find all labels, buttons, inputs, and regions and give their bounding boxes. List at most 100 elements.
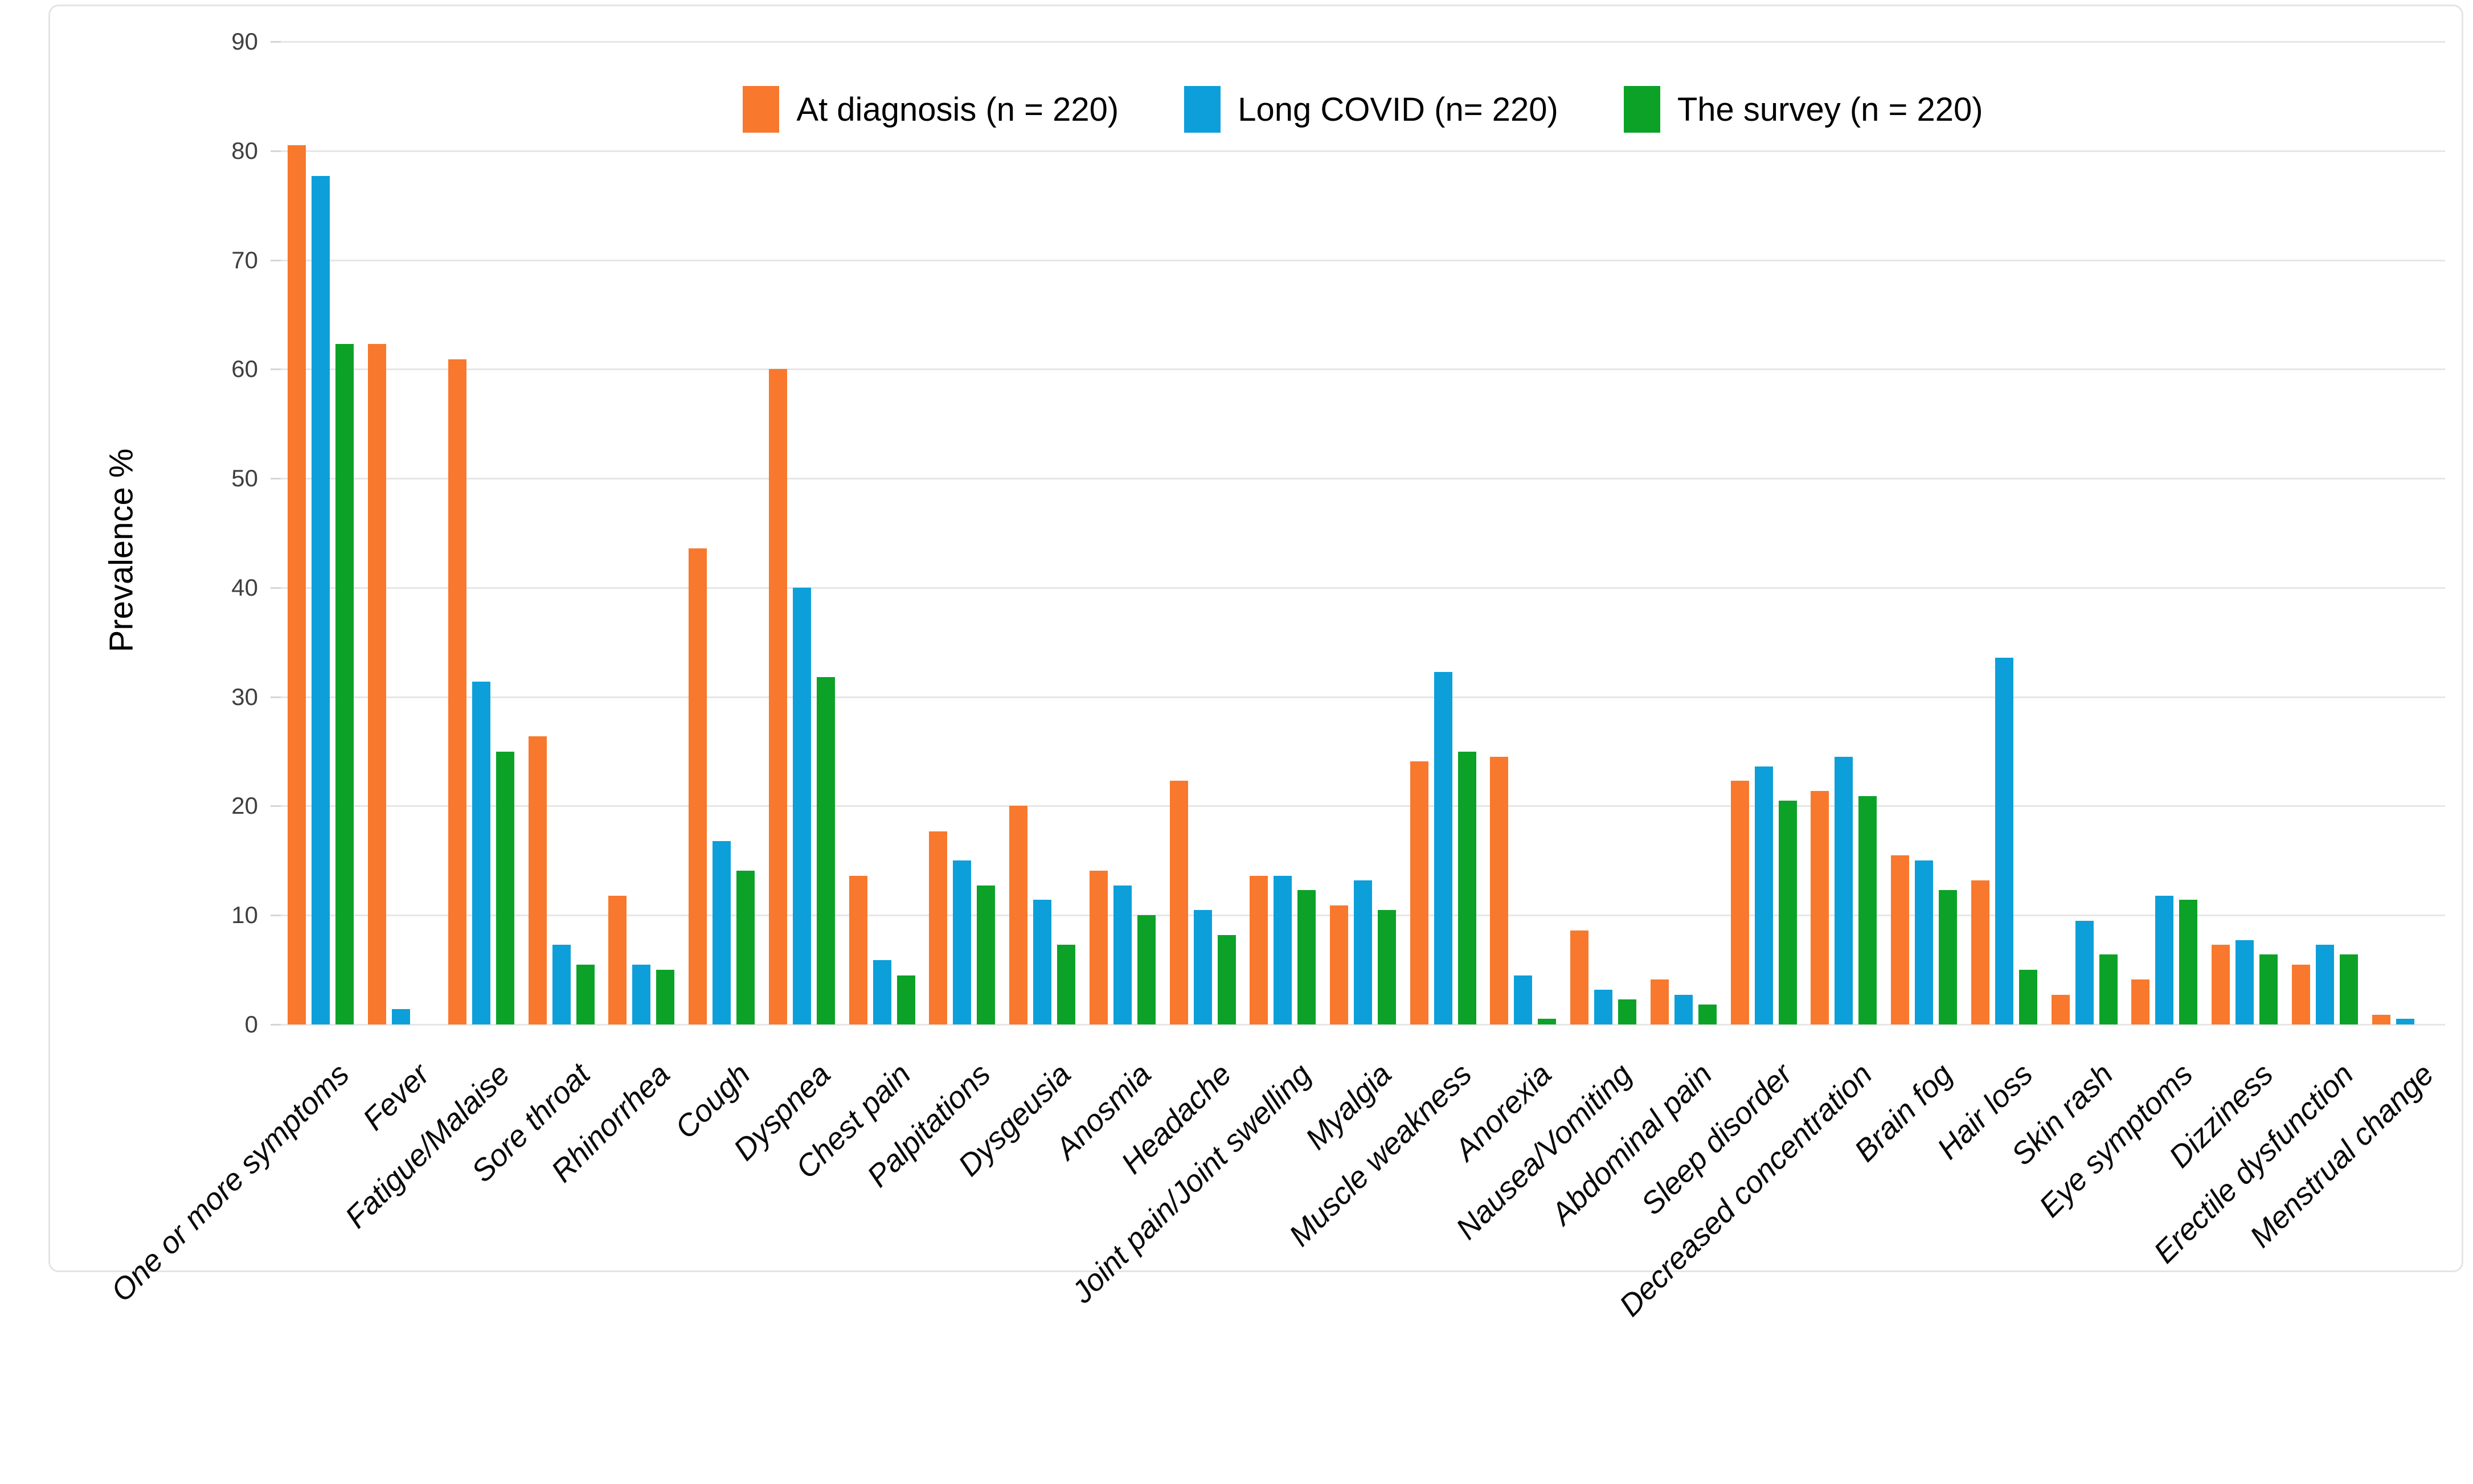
bar: [1457, 752, 1476, 1024]
bar-group-23: [2124, 42, 2205, 1024]
bar-group-11: [1162, 42, 1243, 1024]
bar: [1250, 876, 1268, 1024]
bar: [528, 736, 547, 1024]
bar: [288, 145, 306, 1024]
bar: [2051, 995, 2070, 1024]
legend-item-0: At diagnosis (n = 220): [743, 86, 1119, 133]
legend-label: Long COVID (n= 220): [1238, 91, 1558, 128]
bar: [1217, 935, 1236, 1024]
gridline-y-40: [281, 587, 2445, 589]
bar: [929, 831, 948, 1024]
legend-swatch-icon: [1623, 86, 1660, 133]
gridline-y-10: [281, 915, 2445, 917]
bar: [1089, 871, 1108, 1024]
bar: [2291, 965, 2310, 1024]
bar-group-21: [1964, 42, 2045, 1024]
bar: [1329, 905, 1348, 1024]
bar: [2099, 954, 2118, 1024]
bar: [1514, 975, 1533, 1024]
y-tick-label-10: 10: [231, 901, 258, 929]
bar-group-1: [361, 42, 441, 1024]
y-axis-title-text: Prevalence %: [103, 448, 140, 652]
legend-swatch-icon: [743, 86, 780, 133]
y-tick-label-80: 80: [231, 137, 258, 164]
bar: [2259, 954, 2278, 1024]
bar-group-8: [922, 42, 1002, 1024]
bar: [2339, 954, 2358, 1024]
bar-group-18: [1723, 42, 1804, 1024]
bar: [472, 682, 490, 1024]
bar: [1858, 796, 1877, 1024]
bar: [448, 359, 466, 1024]
bar: [1811, 791, 1829, 1024]
bar: [816, 677, 835, 1024]
bar: [2075, 921, 2094, 1024]
bar: [576, 965, 595, 1024]
bar: [1297, 890, 1316, 1024]
figure-frame: Prevalence % 0 10 20 30 40 50 60 70 80 90 One or m…: [48, 5, 2463, 1323]
gridline-y-20: [281, 805, 2445, 807]
bar: [1410, 761, 1428, 1024]
bar: [1674, 995, 1693, 1024]
bar-group-13: [1323, 42, 1403, 1024]
legend-item-1: Long COVID (n= 220): [1184, 86, 1558, 133]
y-axis-title: Prevalence %: [103, 448, 140, 652]
legend-swatch-icon: [1184, 86, 1221, 133]
y-tick-label-20: 20: [231, 792, 258, 819]
bar: [2315, 945, 2334, 1024]
y-tick-label-70: 70: [231, 246, 258, 273]
gridline-y-70: [281, 259, 2445, 261]
bar: [2212, 945, 2230, 1024]
bar: [312, 176, 330, 1024]
gridline-y-0: [281, 1024, 2445, 1026]
y-tickmark-70: [271, 259, 281, 261]
bar: [1939, 890, 1958, 1024]
bar: [1730, 781, 1749, 1024]
y-tick-label-60: 60: [231, 355, 258, 383]
gridline-y-30: [281, 696, 2445, 698]
bar: [1434, 672, 1452, 1024]
y-tickmark-50: [271, 478, 281, 480]
bar: [1490, 757, 1509, 1024]
bar: [2235, 940, 2254, 1024]
bar-group-17: [1644, 42, 1724, 1024]
legend-item-2: The survey (n = 220): [1623, 86, 1983, 133]
gridline-y-60: [281, 368, 2445, 371]
bar-group-15: [1483, 42, 1563, 1024]
bar: [1169, 781, 1188, 1024]
bar-group-6: [761, 42, 842, 1024]
legend: At diagnosis (n = 220) Long COVID (n= 220…: [281, 86, 2445, 133]
bar: [849, 876, 867, 1024]
bar: [689, 548, 707, 1024]
bar-group-12: [1243, 42, 1323, 1024]
bar-group-24: [2205, 42, 2285, 1024]
gridline-y-90: [281, 41, 2445, 43]
bar-group-4: [601, 42, 682, 1024]
gridline-y-80: [281, 150, 2445, 152]
bar: [1353, 880, 1372, 1024]
y-tickmark-30: [271, 696, 281, 698]
legend-label: The survey (n = 220): [1677, 91, 1983, 128]
y-tickmark-80: [271, 150, 281, 152]
bar: [1650, 979, 1669, 1024]
bar-group-10: [1082, 42, 1162, 1024]
bar: [2179, 900, 2198, 1024]
bar-group-0: [281, 42, 361, 1024]
bar: [1835, 757, 1853, 1024]
bar: [392, 1009, 411, 1024]
bar-group-19: [1804, 42, 1884, 1024]
gridline-y-50: [281, 478, 2445, 480]
bar: [1057, 945, 1076, 1024]
y-tick-label-30: 30: [231, 683, 258, 710]
bar-group-20: [1884, 42, 1964, 1024]
bar: [1274, 876, 1292, 1024]
bar: [1193, 910, 1212, 1024]
bar: [1113, 886, 1132, 1024]
bar-group-16: [1563, 42, 1644, 1024]
bar: [713, 841, 731, 1024]
bar: [1033, 900, 1052, 1024]
bar: [1570, 930, 1589, 1024]
bar: [1995, 658, 2013, 1024]
bar: [873, 960, 891, 1024]
bar: [896, 975, 915, 1024]
